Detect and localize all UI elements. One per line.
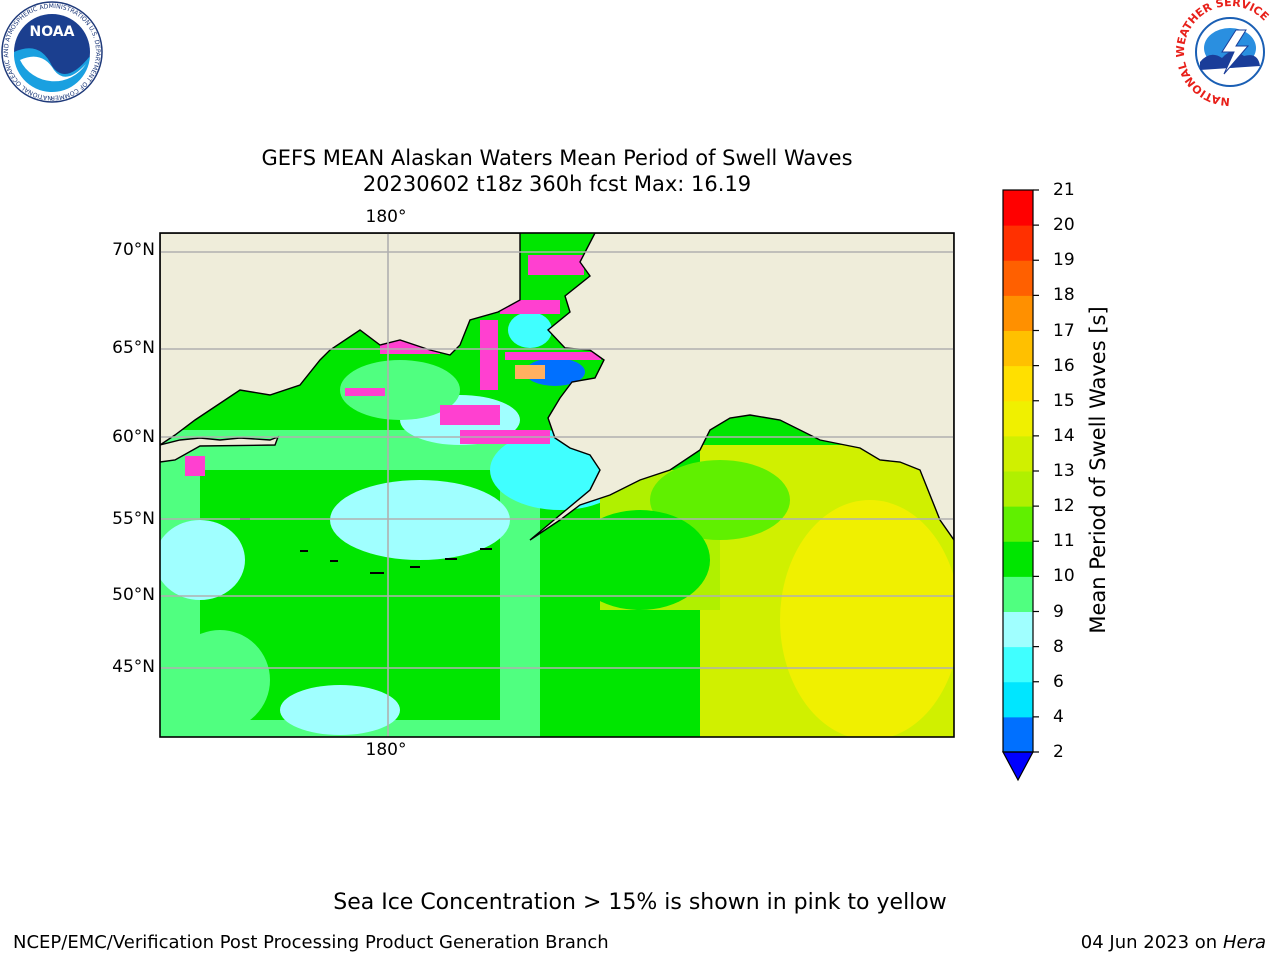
colorbar-tick-label: 9 xyxy=(1053,601,1064,622)
colorbar-tick-label: 4 xyxy=(1053,706,1064,727)
colorbar-segment xyxy=(1003,611,1033,648)
noaa-logo-icon: NOAA NATIONAL OCEANIC AND ATMOSPHERIC AD… xyxy=(0,0,103,103)
colorbar-segment xyxy=(1003,681,1033,718)
swell-period-field xyxy=(160,312,954,737)
lat-label-55: 55°N xyxy=(112,509,155,529)
colorbar-segment xyxy=(1003,541,1033,577)
colorbar-segment xyxy=(1003,576,1033,612)
lat-label-70: 70°N xyxy=(112,240,155,260)
colorbar-tick-label: 10 xyxy=(1053,566,1075,587)
nws-logo-icon: NATIONAL WEATHER SERVICE xyxy=(1174,0,1278,108)
gridlines xyxy=(160,233,954,737)
colorbar-tick-label: 20 xyxy=(1053,215,1075,236)
noaa-logo-text: NOAA xyxy=(30,24,75,40)
colorbar-tick-label: 14 xyxy=(1053,425,1075,446)
footer-credit: NCEP/EMC/Verification Post Processing Pr… xyxy=(13,932,609,953)
sea-ice-note: Sea Ice Concentration > 15% is shown in … xyxy=(333,890,947,915)
lat-label-50: 50°N xyxy=(112,585,155,605)
footer-date-text: 04 Jun 2023 on xyxy=(1080,932,1218,953)
colorbar xyxy=(1001,189,1039,782)
lon-label-bottom: 180° xyxy=(365,740,407,760)
lon-label-top: 180° xyxy=(365,207,407,227)
colorbar-tick-label: 18 xyxy=(1053,285,1075,306)
colorbar-segment xyxy=(1003,506,1033,542)
lat-label-65: 65°N xyxy=(112,338,155,358)
chart-subtitle: 20230602 t18z 360h fcst Max: 16.19 xyxy=(362,172,752,196)
colorbar-tick-label: 17 xyxy=(1053,320,1075,341)
colorbar-label: Mean Period of Swell Waves [s] xyxy=(1086,306,1110,634)
colorbar-tick-label: 13 xyxy=(1053,461,1075,481)
map-panel xyxy=(160,233,954,737)
map-frame xyxy=(159,232,955,738)
chart-title: GEFS MEAN Alaskan Waters Mean Period of … xyxy=(261,146,853,170)
colorbar-segment xyxy=(1003,400,1033,437)
colorbar-tick-label: 19 xyxy=(1053,250,1075,271)
colorbar-segment xyxy=(1003,190,1033,226)
colorbar-segment xyxy=(1003,435,1033,472)
colorbar-tick-label: 8 xyxy=(1053,636,1064,657)
colorbar-segment xyxy=(1003,330,1033,367)
colorbar-tick-label: 11 xyxy=(1053,531,1075,552)
land-masses xyxy=(160,233,954,542)
lat-label-45: 45°N xyxy=(112,657,155,677)
colorbar-tick-label: 21 xyxy=(1053,180,1075,200)
colorbar-tick-label: 12 xyxy=(1053,496,1075,517)
colorbar-segment xyxy=(1003,646,1033,683)
colorbar-tick-label: 16 xyxy=(1053,355,1075,376)
colorbar-segment xyxy=(1003,225,1033,261)
colorbar-tick-label: 2 xyxy=(1053,742,1064,762)
colorbar-segment xyxy=(1003,365,1033,402)
colorbar-tick-label: 15 xyxy=(1053,390,1075,411)
footer-host: Hera xyxy=(1222,932,1266,953)
lat-label-60: 60°N xyxy=(112,427,155,447)
footer-date: 04 Jun 2023 on Hera xyxy=(1081,932,1266,953)
colorbar-segment xyxy=(1003,295,1033,331)
colorbar-tick-label: 6 xyxy=(1053,671,1064,692)
colorbar-segment xyxy=(1003,260,1033,296)
colorbar-segment xyxy=(1003,716,1033,753)
colorbar-segment xyxy=(1003,471,1033,507)
colorbar-extend-arrow xyxy=(1001,751,1035,782)
